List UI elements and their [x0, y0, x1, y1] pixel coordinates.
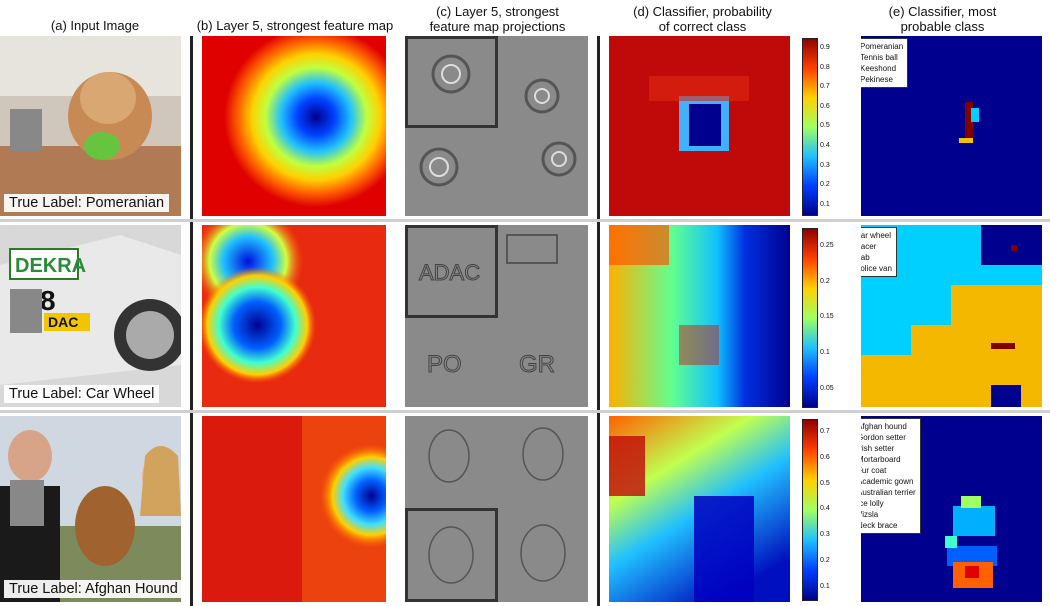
strongest-projection-highlight — [405, 36, 498, 128]
legend-item: Fur coat — [861, 465, 916, 476]
projection-texture-2 — [522, 427, 564, 481]
legend-item: Police van — [861, 263, 892, 274]
legend-item: Gordon setter — [861, 432, 916, 443]
most-probable-map-row-1: Pomeranian Tennis ball Keeshond Pekinese — [861, 36, 1042, 216]
projection-texture-3: PO — [427, 351, 463, 379]
colorbar-ticks-row-1: 0.9 0.8 0.7 0.6 0.5 0.4 0.3 0.2 0.1 — [820, 44, 830, 208]
legend-item: Keeshond — [861, 63, 903, 74]
probability-heatmap — [609, 225, 790, 407]
projection-texture-1 — [431, 54, 471, 94]
feature-map-heatmap — [202, 36, 386, 216]
svg-text:DAC: DAC — [48, 314, 78, 330]
separator-vertical-left — [190, 36, 193, 606]
legend-item: Vizsla — [861, 509, 916, 520]
feature-map-row-1 — [202, 36, 386, 216]
projection-2 — [497, 416, 588, 508]
projection-texture-3 — [419, 147, 459, 187]
feature-map-row-2 — [202, 225, 386, 407]
projection-2 — [497, 225, 588, 316]
legend-item: Ice lolly — [861, 498, 916, 509]
true-label: True Label: Pomeranian — [4, 194, 170, 212]
separator-horizontal-1 — [0, 219, 1050, 222]
dekra-logo-text: DEKRA — [15, 255, 86, 277]
legend-item: Car wheel — [861, 230, 892, 241]
projection-3 — [405, 127, 496, 216]
projection-1 — [405, 36, 496, 126]
probability-map-row-2 — [609, 225, 790, 407]
legend-item: Tennis ball — [861, 52, 903, 63]
column-title-feature-map: (b) Layer 5, strongest feature map — [196, 18, 394, 33]
feature-map-heatmap — [202, 416, 386, 602]
feature-map-row-3 — [202, 416, 386, 602]
column-title-most-probable: (e) Classifier, most probable class — [888, 4, 997, 34]
most-probable-map-row-2: Car wheel Racer Cab Police van — [861, 225, 1042, 407]
true-label: True Label: Car Wheel — [4, 385, 160, 403]
occluder-square — [10, 480, 44, 526]
column-title-input: (a) Input Image — [50, 18, 140, 33]
column-title-projections: (c) Layer 5, strongest feature map proje… — [429, 4, 566, 34]
projection-texture-4 — [541, 141, 577, 177]
projection-texture-4: GR — [519, 351, 556, 379]
input-image-pomeranian: True Label: Pomeranian — [0, 36, 181, 216]
probability-map-row-1 — [609, 36, 790, 216]
projection-texture-3 — [428, 526, 474, 584]
occluder-square — [10, 289, 42, 333]
svg-text:PO: PO — [427, 351, 462, 378]
true-label: True Label: Afghan Hound — [4, 580, 181, 598]
legend-item: Australian terrier — [861, 487, 916, 498]
projections-row-2: ADAC PO GR — [405, 225, 588, 407]
projections-row-3 — [405, 416, 588, 602]
projection-3: PO — [405, 317, 496, 407]
legend-row-2: Car wheel Racer Cab Police van — [861, 227, 897, 277]
separator-vertical-right — [597, 36, 600, 606]
probability-heatmap — [609, 416, 790, 602]
projections-row-1 — [405, 36, 588, 216]
legend-item: Irish setter — [861, 443, 916, 454]
projection-1 — [405, 416, 496, 508]
projection-4 — [497, 509, 588, 602]
legend-item: Pomeranian — [861, 41, 903, 52]
projection-4 — [497, 127, 588, 216]
probability-map-row-3 — [609, 416, 790, 602]
input-image-car-wheel: DEKRA 8 DAC True Label: Car Wheel — [0, 225, 181, 407]
projection-2 — [497, 36, 588, 126]
projection-1: ADAC — [405, 225, 496, 316]
colorbar-row-3 — [802, 419, 818, 601]
legend-item: Mortarboard — [861, 454, 916, 465]
pomeranian-photo — [0, 36, 181, 216]
legend-item: Afghan hound — [861, 421, 916, 432]
projection-texture-2 — [506, 234, 558, 264]
legend-item: Academic gown — [861, 476, 916, 487]
separator-horizontal-2 — [0, 410, 1050, 413]
most-probable-segmentation — [945, 496, 997, 588]
colorbar-ticks-row-2: 0.25 0.2 0.15 0.1 0.05 — [820, 242, 834, 392]
strongest-projection-highlight — [405, 508, 498, 602]
colorbar-ticks-row-3: 0.7 0.6 0.5 0.4 0.3 0.2 0.1 — [820, 428, 830, 590]
svg-text:8: 8 — [40, 285, 56, 316]
projection-texture-4 — [520, 524, 566, 582]
legend-item: Cab — [861, 252, 892, 263]
legend-row-1: Pomeranian Tennis ball Keeshond Pekinese — [861, 38, 909, 88]
legend-item: Neck brace — [861, 520, 916, 531]
probability-heatmap — [609, 36, 790, 216]
projection-texture-1: ADAC — [419, 260, 481, 286]
projection-4: GR — [497, 317, 588, 407]
column-title-probability: (d) Classifier, probability of correct c… — [633, 4, 772, 34]
occluder-square — [10, 109, 42, 151]
projection-texture-1 — [428, 429, 470, 483]
projection-3 — [405, 509, 496, 602]
input-image-afghan-hound: True Label: Afghan Hound — [0, 416, 181, 602]
most-probable-segmentation — [959, 102, 979, 143]
feature-map-heatmap — [202, 225, 386, 407]
legend-item: Pekinese — [861, 74, 903, 85]
strongest-projection-highlight — [405, 225, 498, 318]
colorbar-row-2 — [802, 228, 818, 408]
most-probable-map-row-3: Afghan hound Gordon setter Irish setter … — [861, 416, 1042, 602]
legend-item: Racer — [861, 241, 892, 252]
projection-texture-2 — [524, 78, 560, 114]
colorbar-row-1 — [802, 38, 818, 216]
legend-row-3: Afghan hound Gordon setter Irish setter … — [861, 418, 921, 534]
svg-text:ADAC: ADAC — [419, 260, 480, 285]
svg-text:GR: GR — [519, 351, 555, 378]
